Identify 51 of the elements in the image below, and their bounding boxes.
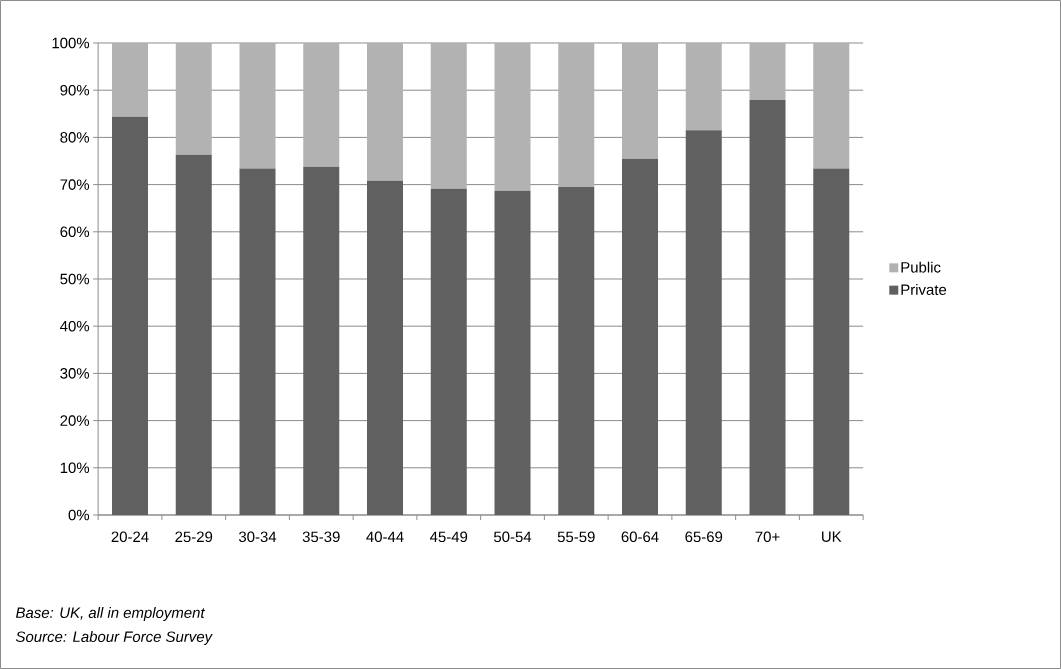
x-tick-label: 25-29 (175, 531, 213, 543)
bar (112, 116, 148, 515)
x-tick-label: 40-44 (366, 531, 404, 543)
bar (622, 158, 659, 515)
x-tick-label: 55-59 (557, 531, 595, 543)
bar (175, 154, 212, 515)
bar (749, 100, 786, 515)
bar (303, 166, 340, 515)
legend-label: Private (901, 283, 947, 295)
bar (239, 42, 276, 169)
bar (367, 42, 403, 181)
bar (112, 42, 148, 117)
x-tick-label: UK (822, 531, 842, 542)
bar (685, 42, 722, 131)
y-tick-label: 70% (60, 179, 90, 190)
y-tick-label: 0% (68, 509, 90, 521)
x-tick-label: 20-24 (111, 531, 149, 543)
legend-label: Public (901, 261, 941, 273)
x-tick-label: 70+ (755, 531, 780, 543)
bar (303, 42, 340, 167)
bar (813, 168, 850, 515)
x-tick-label: 30-34 (238, 531, 277, 543)
x-tick-label: 60-64 (621, 531, 659, 543)
bar (430, 42, 467, 189)
x-tick-label: 50-54 (493, 531, 532, 543)
bar (685, 130, 722, 515)
bar (622, 42, 659, 159)
x-tick-label: 45-49 (429, 531, 468, 543)
bar (430, 188, 467, 515)
y-tick-label: 60% (60, 226, 90, 238)
source-note: Source: Labour Force Survey (15, 631, 213, 645)
y-tick-label: 80% (60, 132, 90, 143)
bar (813, 42, 850, 169)
text: Base: UK, all in employment (15, 607, 206, 621)
bar (494, 190, 531, 515)
bar (494, 42, 531, 191)
bar (558, 42, 595, 187)
y-tick-label: 10% (60, 462, 90, 474)
bar (749, 42, 786, 101)
bar (239, 168, 276, 515)
y-tick-label: 20% (60, 415, 90, 426)
y-tick-label: 100% (52, 37, 90, 49)
bar (558, 186, 595, 515)
x-tick-label: 35-39 (302, 531, 340, 543)
y-tick-label: 50% (60, 273, 90, 285)
bar (175, 42, 212, 155)
x-tick-label: 65-69 (685, 531, 723, 543)
y-tick-label: 40% (60, 320, 90, 332)
y-tick-label: 30% (60, 368, 90, 379)
y-tick-label: 90% (60, 84, 90, 96)
bar (367, 180, 403, 515)
